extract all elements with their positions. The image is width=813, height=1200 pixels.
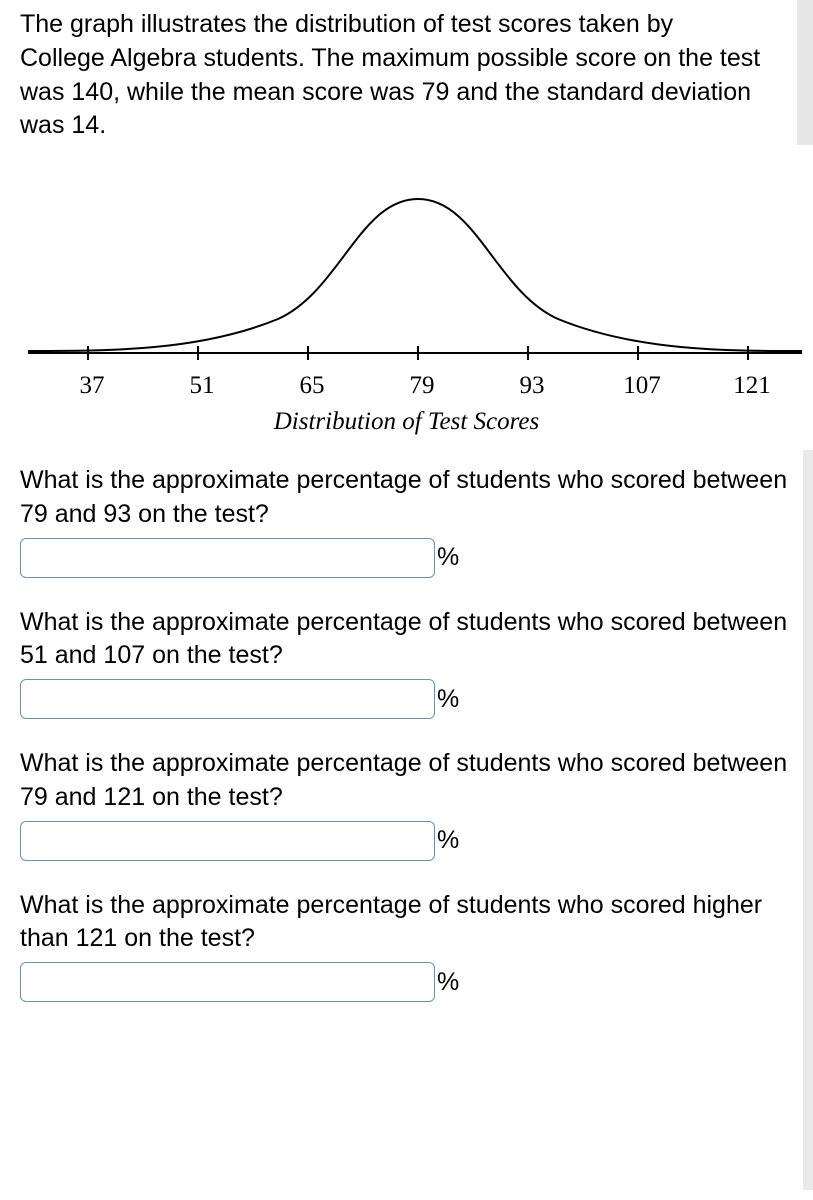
unit-label: % bbox=[437, 685, 459, 714]
normal-curve-svg bbox=[20, 181, 810, 366]
intro-text: The graph illustrates the distribution o… bbox=[20, 8, 793, 143]
tick-label: 37 bbox=[62, 372, 122, 400]
question-text: What is the approximate percentage of st… bbox=[20, 889, 793, 957]
tick-label: 93 bbox=[502, 372, 562, 400]
tick-label: 121 bbox=[722, 372, 782, 400]
chart-caption: Distribution of Test Scores bbox=[20, 408, 793, 436]
tick-label: 107 bbox=[612, 372, 672, 400]
answer-row: % bbox=[20, 679, 793, 719]
question-block-2: What is the approximate percentage of st… bbox=[20, 606, 793, 720]
unit-label: % bbox=[437, 543, 459, 572]
answer-row: % bbox=[20, 538, 793, 578]
question-text: What is the approximate percentage of st… bbox=[20, 747, 793, 815]
scrollbar-bottom bbox=[803, 450, 813, 1190]
question-block-4: What is the approximate percentage of st… bbox=[20, 889, 793, 1003]
normal-curve-path bbox=[28, 199, 802, 351]
question-block-1: What is the approximate percentage of st… bbox=[20, 464, 793, 578]
answer-input-1[interactable] bbox=[20, 538, 435, 578]
page-container: The graph illustrates the distribution o… bbox=[0, 0, 813, 1200]
question-text: What is the approximate percentage of st… bbox=[20, 606, 793, 674]
tick-labels-row: 37 51 65 79 93 107 121 bbox=[62, 372, 782, 400]
unit-label: % bbox=[437, 968, 459, 997]
answer-row: % bbox=[20, 962, 793, 1002]
answer-row: % bbox=[20, 821, 793, 861]
tick-label: 51 bbox=[172, 372, 232, 400]
question-text: What is the approximate percentage of st… bbox=[20, 464, 793, 532]
answer-input-2[interactable] bbox=[20, 679, 435, 719]
answer-input-3[interactable] bbox=[20, 821, 435, 861]
scrollbar-top bbox=[797, 0, 813, 145]
unit-label: % bbox=[437, 826, 459, 855]
question-block-3: What is the approximate percentage of st… bbox=[20, 747, 793, 861]
tick-label: 65 bbox=[282, 372, 342, 400]
distribution-chart: 37 51 65 79 93 107 121 Distribution of Test Sc… bbox=[20, 181, 793, 436]
tick-label: 79 bbox=[392, 372, 452, 400]
answer-input-4[interactable] bbox=[20, 962, 435, 1002]
